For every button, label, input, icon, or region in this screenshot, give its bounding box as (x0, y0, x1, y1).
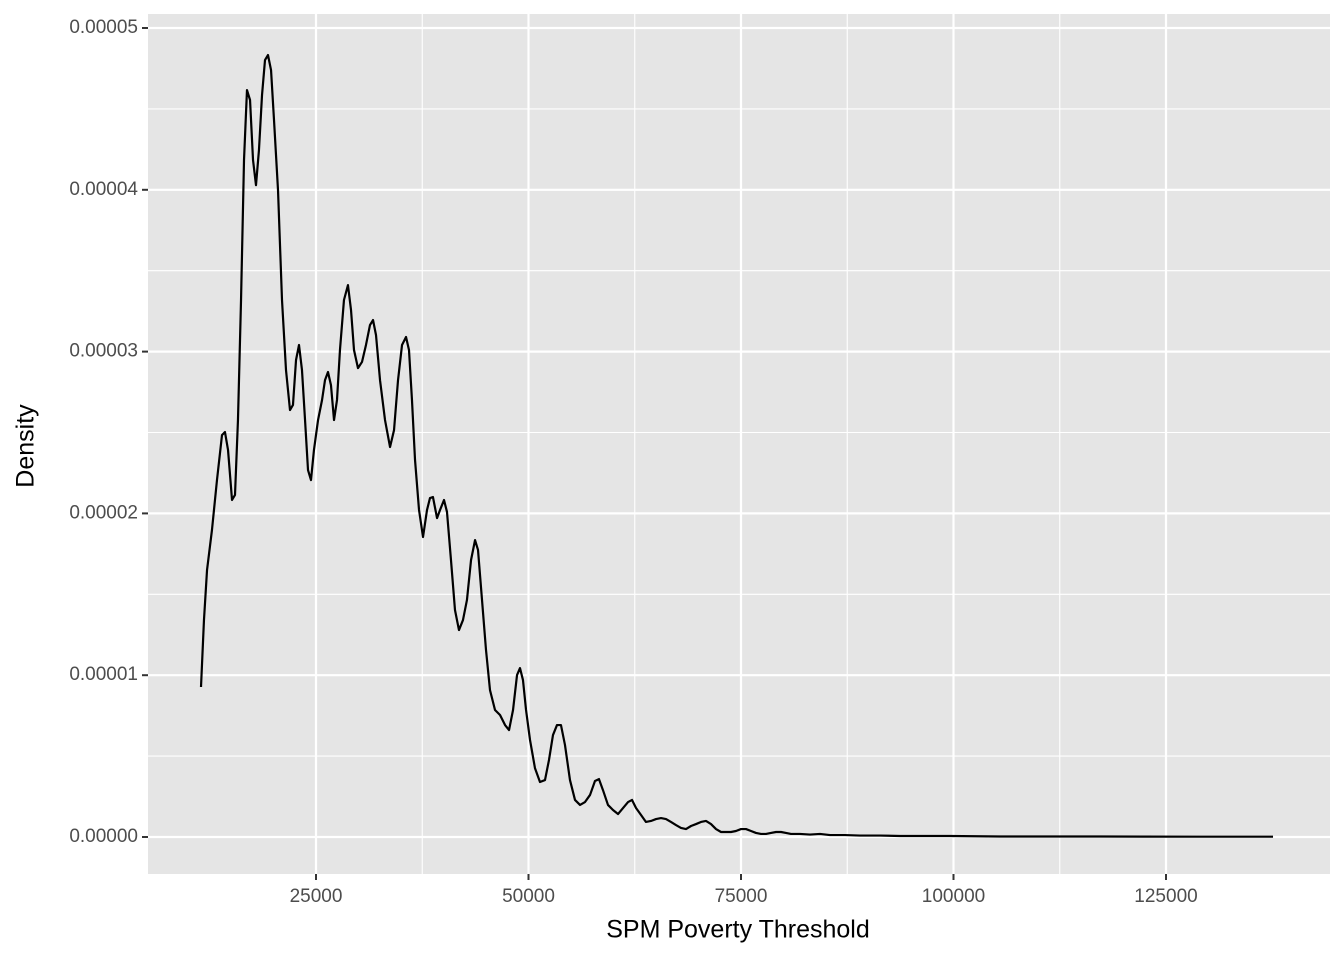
x-axis-title: SPM Poverty Threshold (606, 916, 870, 944)
y-tick-label: 0.00001 (69, 664, 138, 685)
y-tick-label: 0.00000 (69, 826, 138, 847)
y-axis-title: Density (12, 404, 40, 488)
density-line (199, 53, 1274, 838)
y-tick-label: 0.00005 (69, 17, 138, 38)
y-tick-label: 0.00002 (69, 502, 138, 523)
x-tick-label: 25000 (290, 886, 343, 907)
plot-panel (148, 14, 1330, 874)
y-tick-label: 0.00004 (69, 179, 138, 200)
x-tick-label: 125000 (1134, 886, 1197, 907)
y-tick-label: 0.00003 (69, 341, 138, 362)
x-tick-label: 75000 (715, 886, 768, 907)
x-tick-label: 50000 (502, 886, 555, 907)
x-tick-label: 100000 (922, 886, 985, 907)
